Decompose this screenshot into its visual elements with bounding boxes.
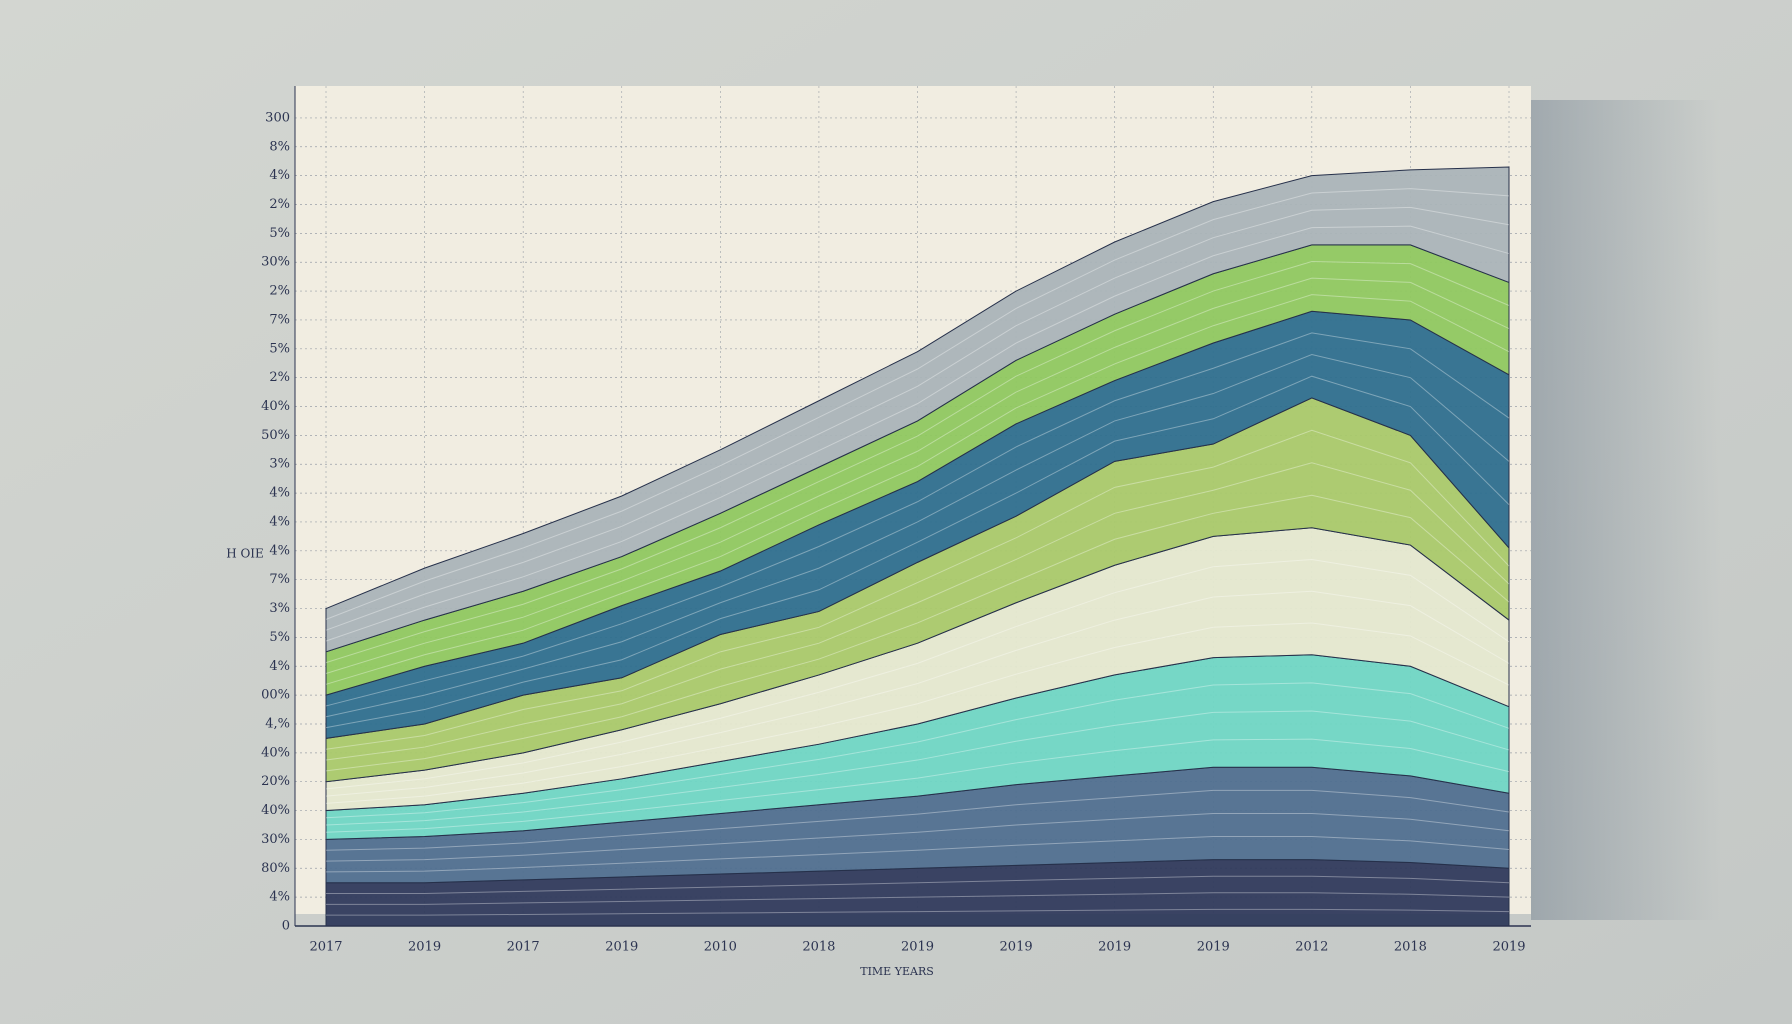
area-texture — [325, 277, 1510, 674]
areas — [325, 166, 1510, 927]
y-tick-label: 3% — [269, 457, 290, 472]
y-tick-label: 4,% — [265, 716, 290, 731]
area-texture — [325, 354, 1510, 718]
y-tick-label: 7% — [269, 312, 290, 327]
y-axis-title: H OIE — [226, 547, 264, 561]
y-tick-label: 00% — [261, 688, 290, 703]
x-tick-label: 2019 — [1098, 940, 1131, 955]
area-texture — [325, 789, 1510, 851]
area-texture — [326, 875, 1510, 895]
x-tick-label: 2017 — [309, 940, 342, 955]
x-tick-label: 2018 — [802, 940, 835, 955]
x-tick-label: 2019 — [605, 940, 638, 955]
y-tick-label: 4% — [269, 168, 290, 183]
area-texture — [325, 332, 1510, 707]
area-texture — [325, 494, 1510, 772]
area-texture — [326, 892, 1510, 905]
area-texture — [325, 590, 1510, 797]
y-tick-label: 0 — [282, 919, 290, 934]
shadow — [1531, 100, 1721, 920]
y-tick-label: 5% — [269, 341, 290, 356]
area-texture — [325, 682, 1510, 819]
y-tick-label: 4% — [269, 514, 290, 529]
x-tick-label: 2019 — [1197, 940, 1230, 955]
y-tick-label: 20% — [261, 774, 290, 789]
area-texture — [325, 206, 1510, 631]
y-tick-label: 40% — [261, 803, 290, 818]
y-tick-label: 5% — [269, 226, 290, 241]
x-tick-label: 2019 — [1000, 940, 1033, 955]
y-tick-label: 5% — [269, 630, 290, 645]
y-tick-label: 4% — [269, 486, 290, 501]
area-texture — [325, 738, 1510, 833]
axes: 0 4% 80% 30% 40% 20% 40% 4,% 00% 4% 5% 3% 7% 4% 4% 4% 3%… — [261, 86, 1531, 955]
x-tick-label: 2019 — [1492, 940, 1525, 955]
y-tick-label: 2% — [269, 197, 290, 212]
y-tick-label: 30% — [261, 255, 290, 270]
area-texture — [325, 462, 1510, 761]
area-texture — [326, 908, 1510, 916]
area — [325, 166, 1510, 653]
area-texture — [325, 558, 1510, 790]
x-tick-label: 2019 — [901, 940, 934, 955]
area-texture — [325, 836, 1510, 873]
y-tick-label: 4% — [269, 890, 290, 905]
y-tick-label: 2% — [269, 370, 290, 385]
y-tick-label: 300 — [265, 110, 290, 125]
y-tick-label: 4% — [269, 659, 290, 674]
x-tick-label: 2010 — [704, 940, 737, 955]
y-tick-label: 80% — [261, 861, 290, 876]
y-tick-label: 4% — [269, 543, 290, 558]
x-tick-label: 2019 — [408, 940, 441, 955]
y-tick-label: 7% — [269, 572, 290, 587]
area-texture — [325, 260, 1510, 664]
area-texture — [325, 225, 1510, 642]
y-tick-label: 30% — [261, 832, 290, 847]
area-texture — [325, 710, 1510, 826]
area-texture — [325, 188, 1510, 620]
x-tick-label: 2012 — [1295, 940, 1328, 955]
y-tick-label: 40% — [261, 399, 290, 414]
area-texture — [325, 294, 1510, 685]
area-texture — [325, 622, 1510, 804]
area-texture — [325, 429, 1510, 750]
x-tick-label: 2017 — [507, 940, 540, 955]
area-texture — [325, 375, 1510, 729]
x-axis-title: TIME YEARS — [860, 965, 934, 978]
y-tick-label: 40% — [261, 745, 290, 760]
area-texture — [325, 812, 1510, 862]
y-tick-label: 8% — [269, 139, 290, 154]
y-tick-label: 50% — [261, 428, 290, 443]
x-tick-label: 2018 — [1394, 940, 1427, 955]
y-tick-label: 3% — [269, 601, 290, 616]
y-tick-label: 2% — [269, 284, 290, 299]
